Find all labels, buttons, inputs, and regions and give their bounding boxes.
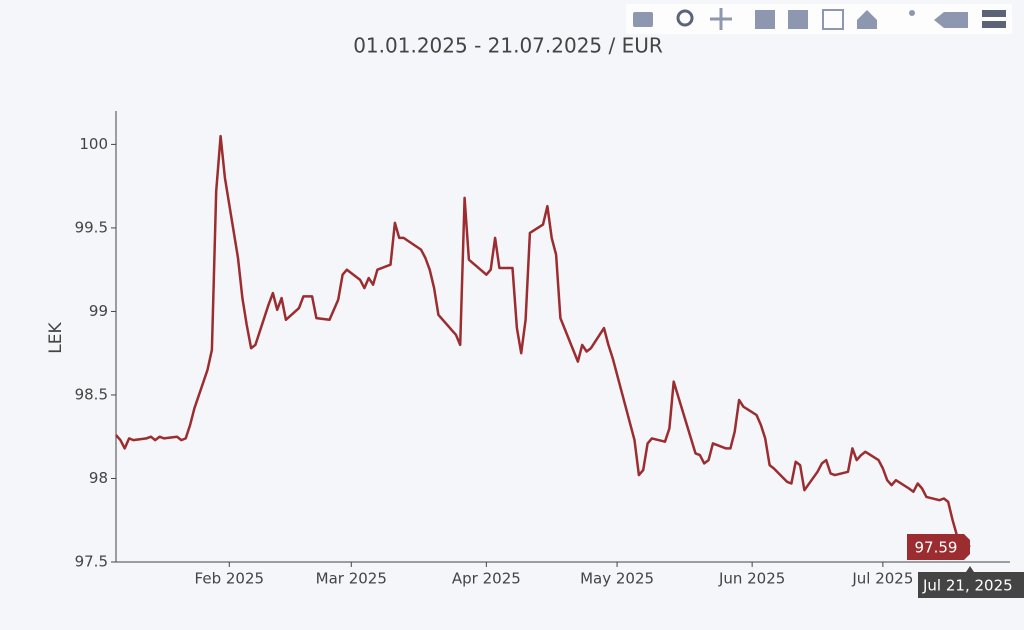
x-tick-label: Jul 2025 [851,570,913,588]
y-axis-title: LEK [46,321,66,353]
camera-icon[interactable] [633,12,653,27]
x-tick-label: Apr 2025 [452,570,521,588]
modebar [626,4,1012,34]
y-tick-label: 97.5 [75,553,108,571]
chart-title: 01.01.2025 - 21.07.2025 / EUR [353,34,663,58]
hover-value: 97.59 [915,538,958,556]
x-tick-label: May 2025 [580,570,654,588]
hover-x-box [918,566,1024,598]
y-tick-label: 98 [89,469,108,487]
zoom-icon[interactable] [676,9,694,27]
hover-x-text: Jul 21, 2025 [922,577,1013,595]
x-tick-label: Mar 2025 [316,570,387,588]
home-icon[interactable] [857,10,877,29]
hover-x-label: Jul 21, 2025 [918,566,1024,598]
y-tick-label: 100 [79,135,108,153]
x-tick-label: Feb 2025 [195,570,265,588]
hover-closest-icon[interactable] [934,12,968,28]
autoscale-icon[interactable] [822,9,844,30]
y-tick-label: 99.5 [75,218,108,236]
spike-icon[interactable] [909,10,915,16]
hover-compare-icon[interactable] [982,10,1006,28]
hover-box [907,533,970,560]
pan-icon[interactable] [710,8,732,30]
x-tick-label: Jun 2025 [718,570,785,588]
y-tick-label: 99 [89,302,108,320]
zoom-out-icon[interactable] [788,10,808,29]
zoom-in-icon[interactable] [755,10,775,29]
hover-label: 97.59 [907,533,970,560]
y-tick-label: 98.5 [75,385,108,403]
line-series [115,134,971,548]
